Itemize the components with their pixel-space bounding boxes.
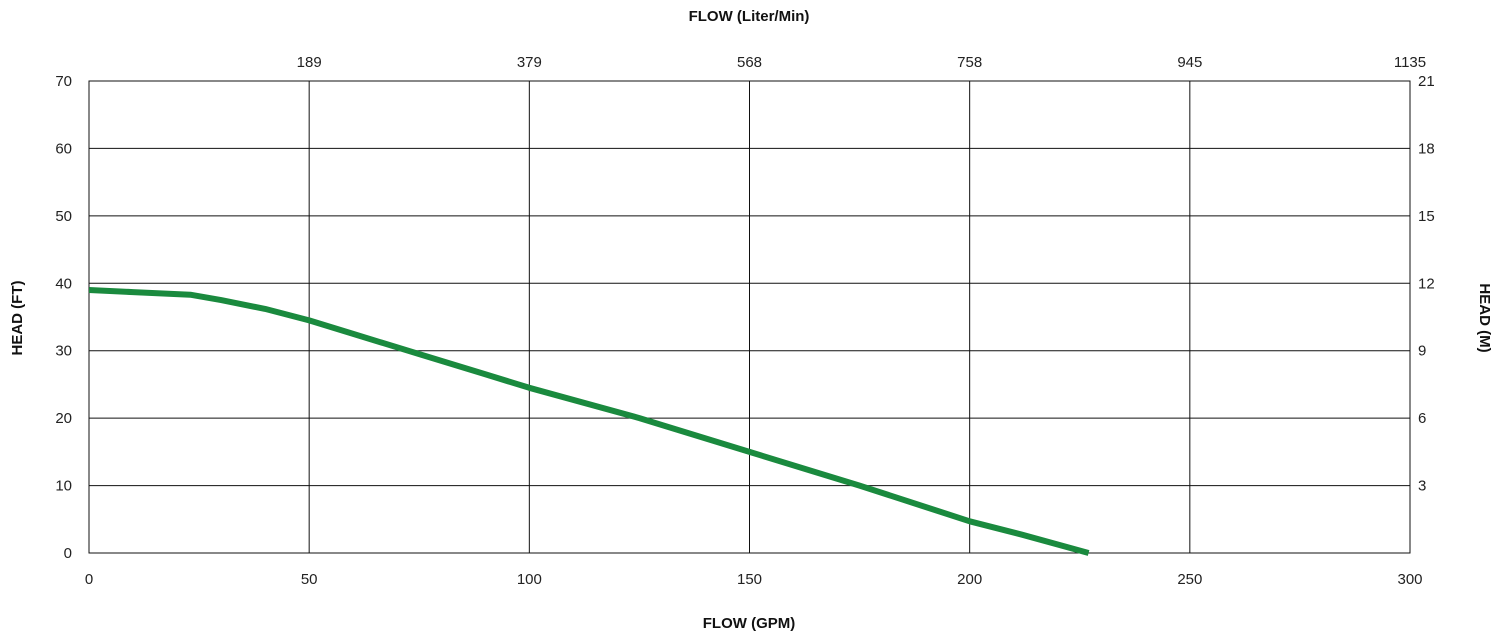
y-axis-left-title: HEAD (FT) xyxy=(9,281,26,356)
y-tick-label: 30 xyxy=(55,343,72,360)
x-tick-label: 250 xyxy=(1177,571,1202,588)
x-tick-label: 300 xyxy=(1397,571,1422,588)
x-tick-label: 50 xyxy=(301,571,318,588)
grid-lines xyxy=(89,81,1410,553)
x-tick-label: 100 xyxy=(517,571,542,588)
y-tick-label: 40 xyxy=(55,275,72,292)
plot-frame xyxy=(88,80,1411,554)
head-curve-line xyxy=(88,287,1090,556)
y-tick-label: 20 xyxy=(55,410,72,427)
x-top-tick-label: 568 xyxy=(737,54,762,71)
y-tick-label: 10 xyxy=(55,478,72,495)
series-layer xyxy=(88,287,1090,556)
y-right-tick-label: 12 xyxy=(1418,275,1435,292)
x-top-tick-label: 945 xyxy=(1177,54,1202,71)
y-right-tick-label: 9 xyxy=(1418,343,1426,360)
y-axis-right-title: HEAD (M) xyxy=(1476,283,1493,352)
x-top-tick-label: 1135 xyxy=(1394,54,1426,71)
y-right-tick-label: 6 xyxy=(1418,410,1426,427)
y-right-tick-label: 21 xyxy=(1418,73,1435,90)
x-top-tick-label: 379 xyxy=(517,54,542,71)
y-right-tick-label: 3 xyxy=(1418,478,1426,495)
y-tick-label: 0 xyxy=(64,545,72,562)
y-right-tick-label: 15 xyxy=(1418,208,1435,225)
x-tick-label: 200 xyxy=(957,571,982,588)
x-axis-top-title: FLOW (Liter/Min) xyxy=(689,8,810,25)
y-tick-label: 60 xyxy=(55,140,72,157)
x-tick-label: 150 xyxy=(737,571,762,588)
x-top-tick-label: 189 xyxy=(297,54,322,71)
x-top-tick-label: 758 xyxy=(957,54,982,71)
y-right-tick-label: 18 xyxy=(1418,140,1435,157)
x-axis-bottom-title: FLOW (GPM) xyxy=(703,615,795,632)
x-tick-label: 0 xyxy=(85,571,93,588)
y-tick-label: 70 xyxy=(55,73,72,90)
y-tick-label: 50 xyxy=(55,208,72,225)
